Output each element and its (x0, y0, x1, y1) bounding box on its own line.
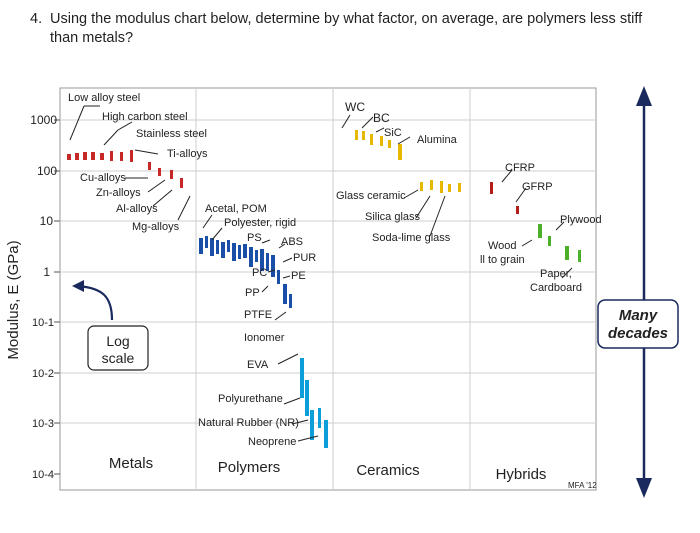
polymer-bars (199, 236, 292, 308)
log-scale-arrowhead (72, 280, 84, 292)
label-wood: Wood (488, 240, 517, 252)
label-neoprene: Neoprene (248, 436, 296, 448)
question-number: 4. (30, 11, 43, 27)
tick-label: 100 (37, 164, 57, 178)
label-low-alloy-steel: Low alloy steel (68, 92, 140, 104)
label-silica-glass: Silica glass (365, 211, 421, 223)
tick-label: 10 (40, 214, 54, 228)
grid (60, 88, 596, 490)
polymer-labels: Acetal, POM Polyester, rigid PS ABS PUR … (198, 203, 316, 448)
label-mg-alloys: Mg-alloys (132, 221, 180, 233)
category-ceramics: Ceramics (356, 462, 419, 479)
label-pur: PUR (293, 252, 316, 264)
label-cu-alloys: Cu-alloys (80, 172, 126, 184)
ceramic-leaders (341, 114, 446, 237)
tick-label: 10-4 (32, 469, 54, 481)
label-ti-alloys: Ti-alloys (167, 148, 208, 160)
decades-arrow-top (636, 86, 652, 106)
label-eva: EVA (247, 359, 269, 371)
label-gfrp: GFRP (522, 181, 553, 193)
category-metals: Metals (109, 455, 153, 472)
ceramic-labels: WC BC SiC Alumina Glass ceramic Silica g… (336, 100, 458, 244)
label-stainless-steel: Stainless steel (136, 128, 207, 140)
tick-label: 1000 (30, 113, 57, 127)
label-soda-lime-glass: Soda-lime glass (372, 232, 451, 244)
tick-label: 10-1 (32, 317, 54, 329)
tick-label: 10-2 (32, 368, 54, 380)
decades-box (597, 299, 679, 349)
y-ticks (54, 119, 60, 475)
label-wc: WC (345, 100, 365, 114)
polymer-leaders (202, 214, 319, 442)
decades-arrow-bottom (636, 478, 652, 498)
label-abs: ABS (281, 236, 303, 248)
log-scale-text-1: Log (106, 333, 129, 349)
label-acetal: Acetal, POM (205, 203, 267, 215)
label-cardboard: Cardboard (530, 282, 582, 294)
hybrid-bars (490, 182, 581, 262)
question-text: 4. Using the modulus chart below, determ… (30, 10, 670, 48)
label-polyurethane: Polyurethane (218, 393, 283, 405)
label-polyester: Polyester, rigid (224, 217, 296, 229)
label-cfrp: CFRP (505, 162, 535, 174)
elastomer-bars (300, 358, 328, 448)
label-natural-rubber: Natural Rubber (NR) (198, 417, 299, 429)
y-axis-label: Modulus, E (GPa) (5, 240, 22, 359)
label-ll-to-grain: ll to grain (480, 254, 525, 266)
label-high-carbon-steel: High carbon steel (102, 111, 188, 123)
metals-leaders (69, 105, 191, 221)
metals-labels: Low alloy steel High carbon steel Stainl… (68, 92, 208, 233)
label-paper: Paper, (540, 268, 572, 280)
category-labels: Metals Polymers Ceramics Hybrids (109, 455, 547, 483)
log-scale-box (87, 325, 149, 371)
category-polymers: Polymers (218, 459, 281, 476)
label-ionomer: Ionomer (244, 332, 285, 344)
label-pc: PC (252, 267, 267, 279)
hybrid-leaders (501, 169, 573, 279)
label-al-alloys: Al-alloys (116, 203, 158, 215)
tick-label: 10-3 (32, 418, 54, 430)
label-pp: PP (245, 287, 260, 299)
metals-bars (67, 150, 183, 188)
label-ptfe: PTFE (244, 309, 272, 321)
ceramic-bars (355, 130, 461, 193)
credit-label: MFA '12 (568, 481, 597, 490)
question-body: Using the modulus chart below, determine… (50, 11, 643, 46)
label-pe: PE (291, 270, 306, 282)
label-alumina: Alumina (417, 134, 458, 146)
category-hybrids: Hybrids (496, 466, 547, 483)
label-zn-alloys: Zn-alloys (96, 187, 141, 199)
log-scale-text-2: scale (102, 350, 135, 366)
tick-label: 1 (43, 265, 50, 279)
label-glass-ceramic: Glass ceramic (336, 190, 406, 202)
hybrid-labels: CFRP GFRP Plywood Wood ll to grain Paper… (480, 162, 602, 294)
label-bc: BC (373, 111, 390, 125)
decades-text-2: decades (608, 325, 668, 342)
tick-labels: 1000 100 10 1 10-1 10-2 10-3 10-4 (30, 113, 57, 481)
label-ps: PS (247, 232, 262, 244)
label-plywood: Plywood (560, 214, 602, 226)
decades-text-1: Many (619, 307, 658, 324)
label-sic: SiC (384, 127, 402, 139)
